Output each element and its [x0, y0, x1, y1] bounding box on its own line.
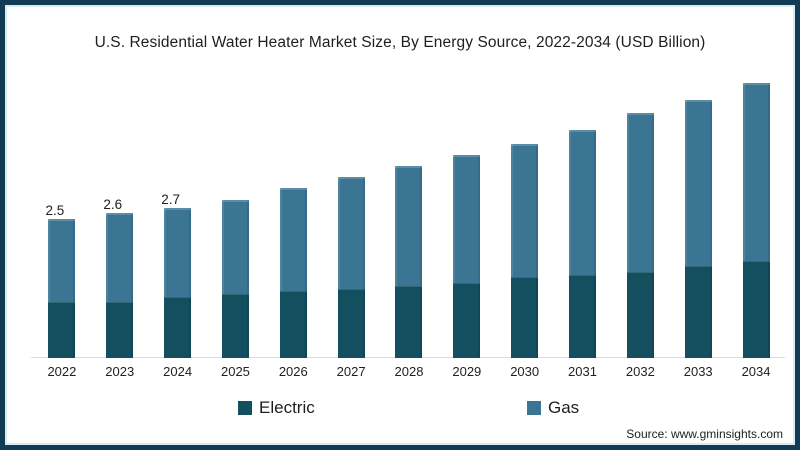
bar-segment-gas [164, 207, 192, 297]
bar-stack-2025 [221, 199, 249, 358]
bar-segment-electric [569, 274, 597, 358]
x-axis-label-2022: 2022 [47, 364, 77, 379]
x-axis-label-2029: 2029 [452, 364, 482, 379]
bar-segment-electric [164, 296, 192, 358]
legend: Electric Gas [5, 398, 795, 420]
bar-segment-electric [511, 277, 539, 358]
bar-group-2026 [264, 188, 322, 358]
bar-segment-gas [395, 166, 423, 286]
x-axis-label-2026: 2026 [278, 364, 308, 379]
bar-stack-2028 [395, 166, 423, 358]
bar-stack-2026 [279, 188, 307, 358]
legend-label-electric: Electric [259, 398, 315, 417]
x-axis-label-2027: 2027 [336, 364, 366, 379]
bar-segment-electric [742, 260, 770, 358]
bar-segment-gas [221, 199, 249, 295]
legend-item-electric: Electric [238, 398, 315, 418]
bar-segment-gas [626, 113, 654, 272]
bar-group-2033 [669, 99, 727, 358]
bar-group-2028 [380, 166, 438, 358]
x-axis-label-2033: 2033 [683, 364, 713, 379]
bar-segment-gas [337, 177, 365, 289]
x-axis-label-2024: 2024 [163, 364, 193, 379]
bar-segment-electric [453, 282, 481, 358]
bar-stack-2034 [742, 82, 770, 358]
bar-value-label: 2.7 [161, 191, 180, 207]
x-axis-label-2032: 2032 [625, 364, 655, 379]
electric-swatch-icon [238, 401, 252, 415]
bar-stack-2033 [684, 99, 712, 358]
bar-segment-gas [684, 99, 712, 267]
bar-segment-electric [395, 285, 423, 358]
bar-segment-electric [221, 294, 249, 358]
bar-segment-gas [453, 155, 481, 283]
legend-item-gas: Gas [527, 398, 579, 418]
bar-segment-gas [742, 82, 770, 261]
bar-value-label: 2.6 [103, 197, 123, 213]
x-axis-label-2028: 2028 [394, 364, 424, 379]
x-axis-label-2023: 2023 [105, 364, 135, 379]
bar-group-2034 [727, 82, 785, 358]
chart-title: U.S. Residential Water Heater Market Siz… [94, 34, 706, 51]
x-axis-label-2034: 2034 [741, 364, 771, 379]
source-attribution: Source: www.gminsights.com [626, 427, 783, 441]
bar-group-2024: 2.7 [149, 192, 207, 358]
bar-stack-2027 [337, 177, 365, 358]
gas-swatch-icon [527, 401, 541, 415]
x-axis-label-2025: 2025 [220, 364, 250, 379]
bar-segment-gas [569, 130, 597, 275]
bar-segment-gas [106, 213, 134, 303]
bar-segment-electric [337, 288, 365, 358]
bar-group-2022: 2.5 [33, 203, 91, 358]
bar-stack-2031 [569, 130, 597, 358]
bar-group-2025 [207, 199, 265, 358]
bar-group-2027 [322, 177, 380, 358]
bar-stack-2032 [626, 113, 654, 358]
bar-segment-electric [106, 302, 134, 358]
bar-segment-gas [511, 144, 539, 278]
bar-group-2029 [438, 155, 496, 358]
bar-segment-gas [279, 188, 307, 292]
bar-group-2031 [554, 130, 612, 358]
bar-stack-2029 [453, 155, 481, 358]
bar-segment-electric [684, 266, 712, 358]
bar-stack-2030 [511, 144, 539, 358]
bar-segment-electric [279, 291, 307, 358]
bars-container: 2.5 2.6 2.7 [33, 5, 785, 358]
bar-stack-2023 [106, 213, 134, 358]
x-axis-labels: 2022 2023 2024 2025 2026 2027 2028 2029 2030 2031… [33, 364, 785, 379]
bar-stack-2022 [48, 219, 76, 358]
plot-area: 2.5 2.6 2.7 2022 2023 2024 2025 2026 2027 2028 20… [5, 5, 795, 445]
bar-segment-electric [48, 302, 76, 358]
bar-value-label: 2.5 [45, 203, 65, 219]
bar-group-2032 [611, 113, 669, 358]
bar-group-2030 [496, 144, 554, 358]
x-axis-label-2031: 2031 [568, 364, 597, 379]
x-axis-label-2030: 2030 [510, 364, 540, 379]
bar-group-2023: 2.6 [91, 197, 149, 358]
bar-segment-gas [48, 219, 76, 303]
bar-stack-2024 [164, 207, 192, 358]
bar-segment-electric [626, 271, 654, 358]
legend-label-gas: Gas [548, 398, 580, 417]
